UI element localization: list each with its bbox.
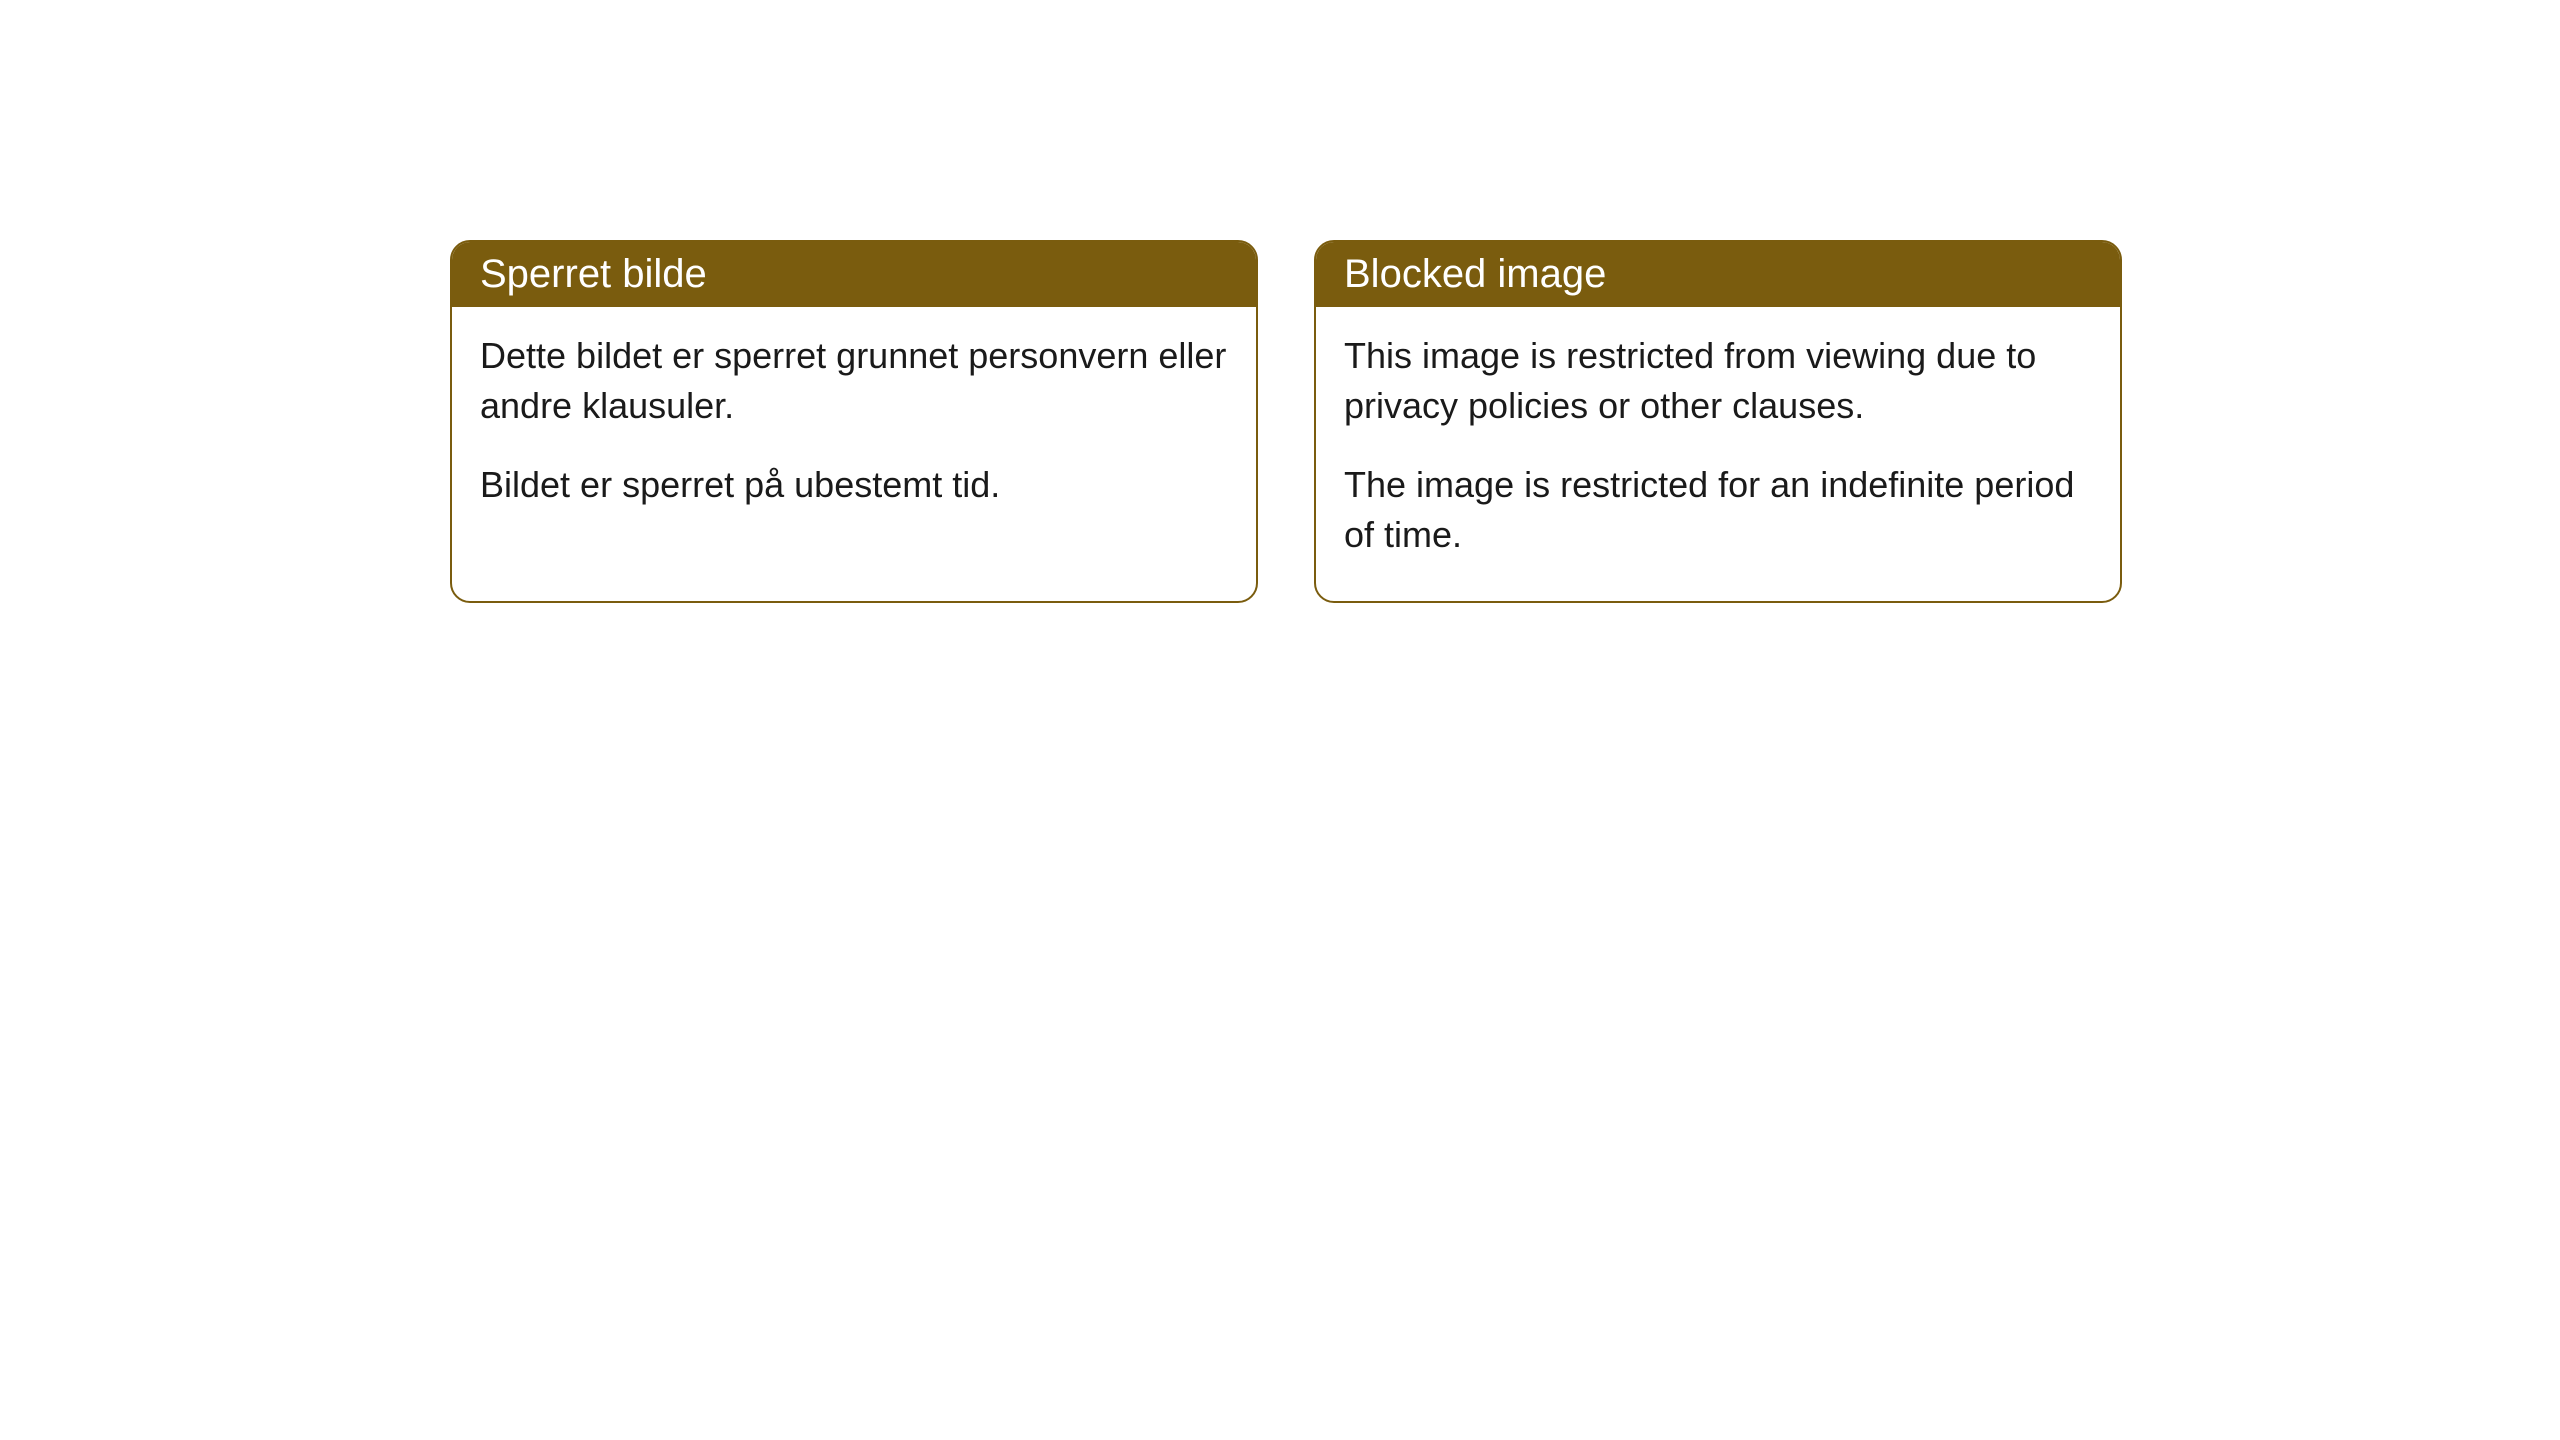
card-paragraph: The image is restricted for an indefinit…	[1344, 460, 2092, 561]
card-paragraph: Dette bildet er sperret grunnet personve…	[480, 331, 1228, 432]
notice-cards-container: Sperret bilde Dette bildet er sperret gr…	[450, 240, 2122, 603]
card-body: Dette bildet er sperret grunnet personve…	[452, 307, 1256, 550]
card-title: Sperret bilde	[480, 252, 707, 296]
card-title: Blocked image	[1344, 252, 1606, 296]
notice-card-english: Blocked image This image is restricted f…	[1314, 240, 2122, 603]
card-body: This image is restricted from viewing du…	[1316, 307, 2120, 601]
card-header: Blocked image	[1316, 242, 2120, 307]
notice-card-norwegian: Sperret bilde Dette bildet er sperret gr…	[450, 240, 1258, 603]
card-paragraph: This image is restricted from viewing du…	[1344, 331, 2092, 432]
card-paragraph: Bildet er sperret på ubestemt tid.	[480, 460, 1228, 510]
card-header: Sperret bilde	[452, 242, 1256, 307]
